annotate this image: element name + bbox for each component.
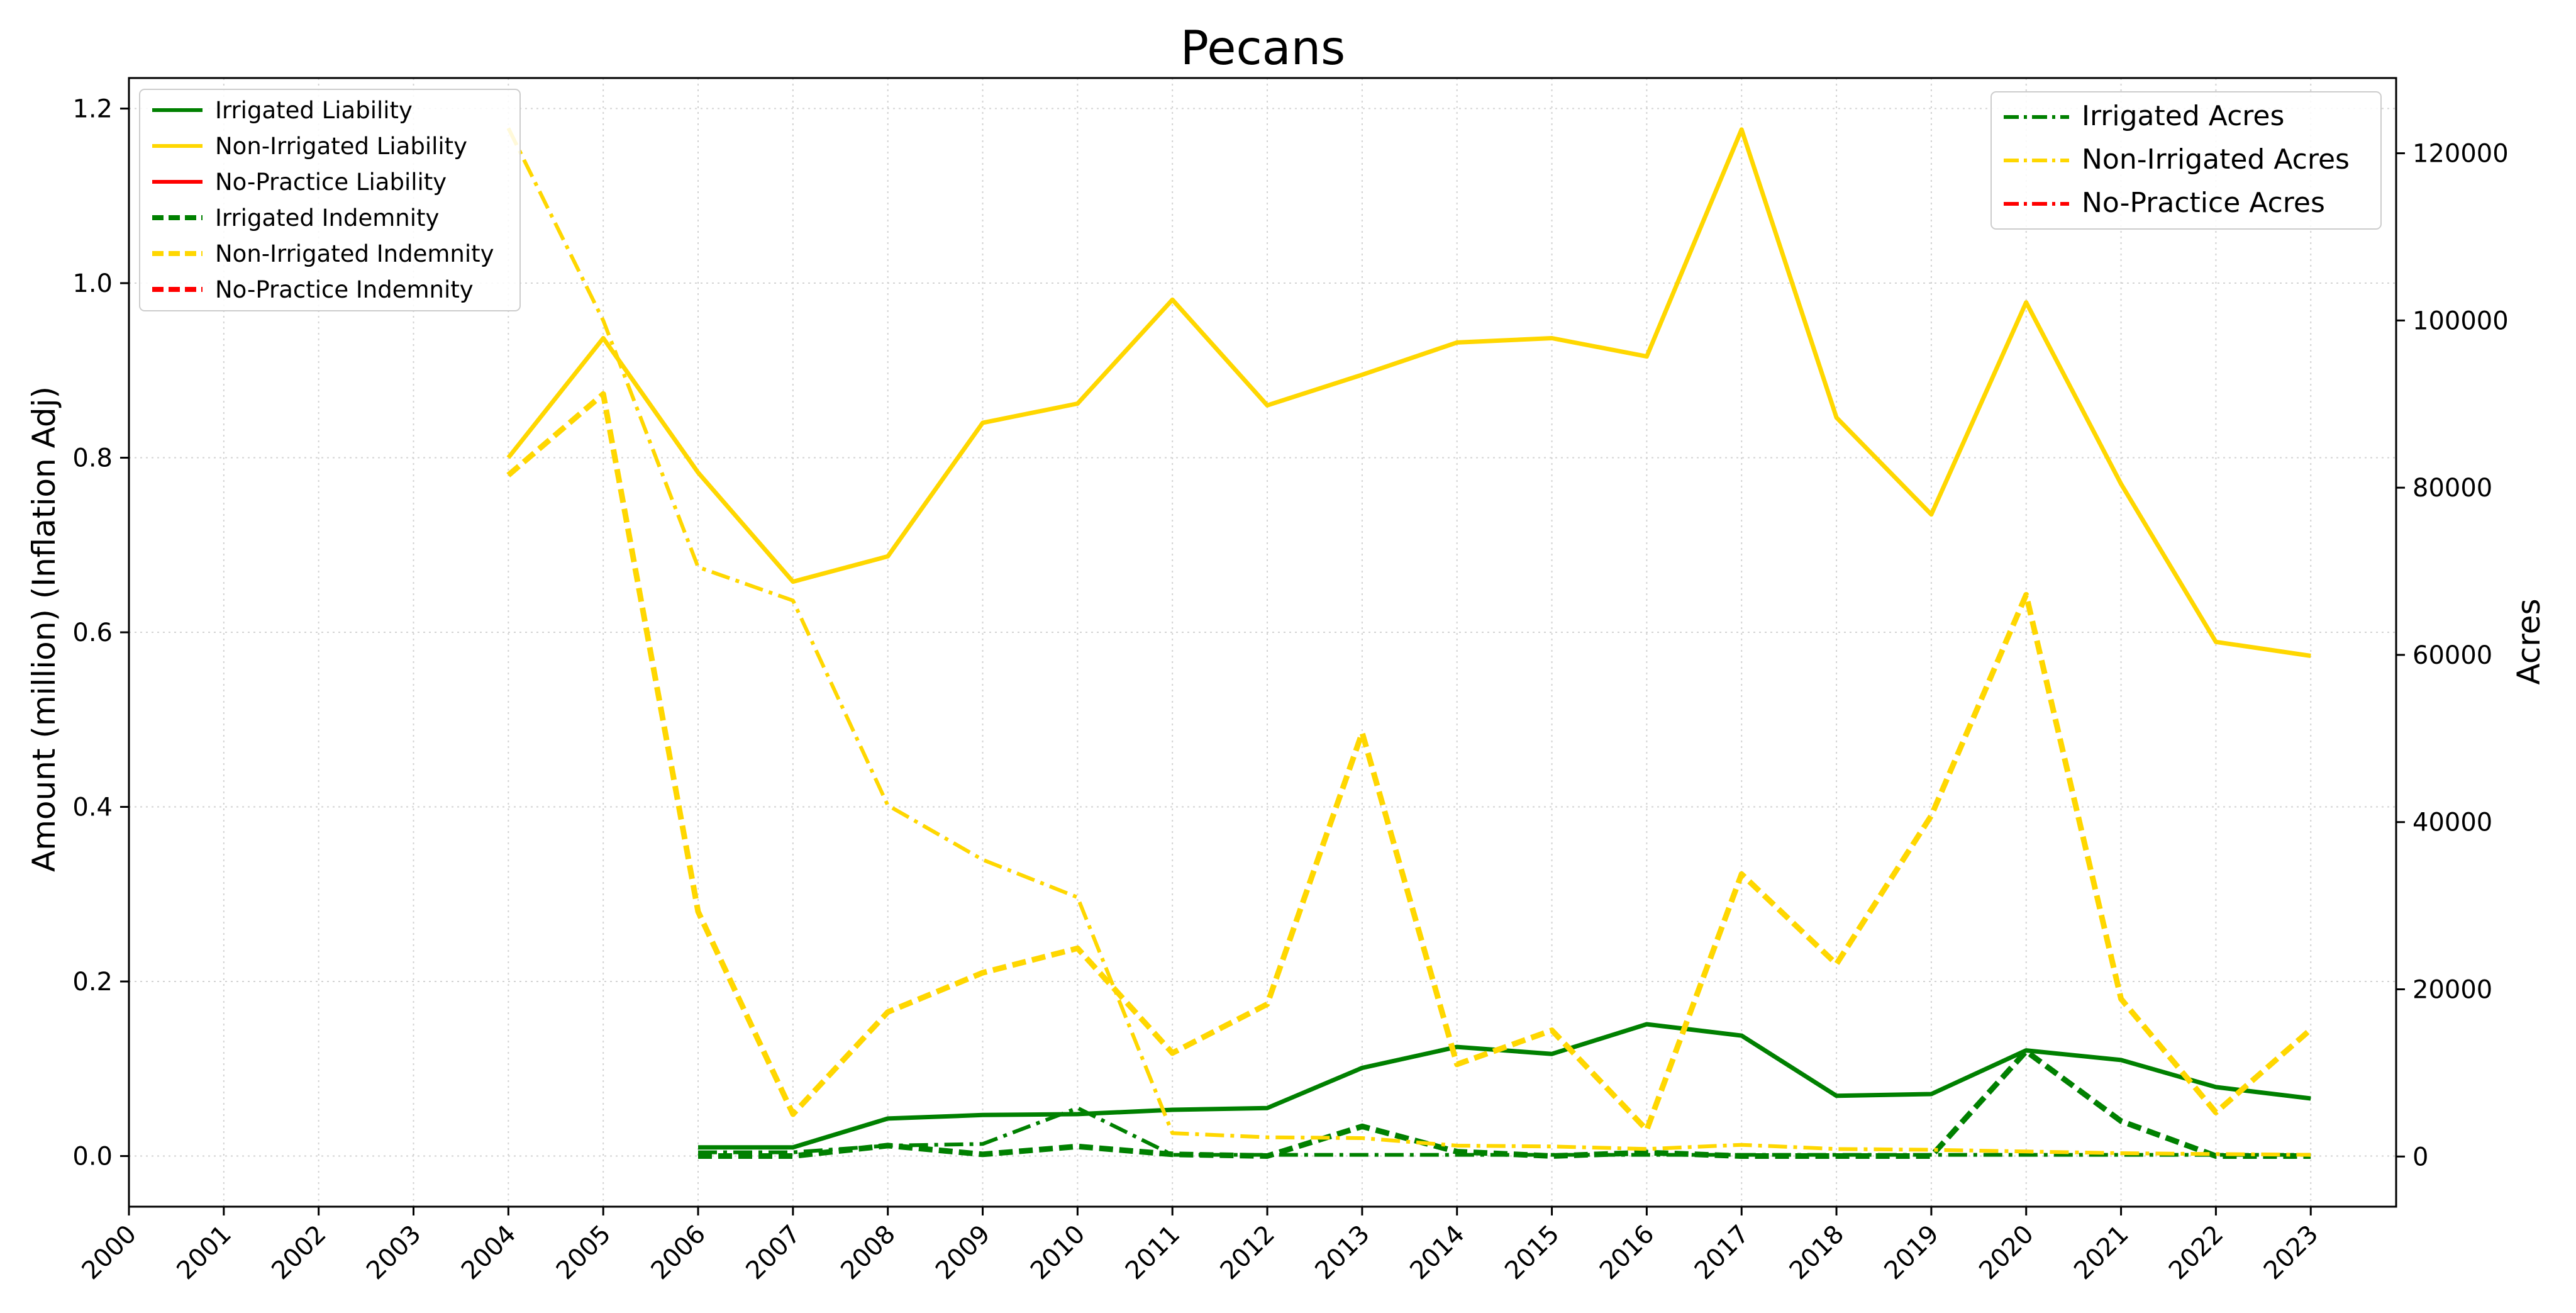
legend-label-no-practice-liability: No-Practice Liability xyxy=(215,169,447,196)
y-tick-label: 0.0 xyxy=(72,1143,113,1171)
y2-tick-label: 0 xyxy=(2412,1143,2428,1171)
y2-tick-label: 20000 xyxy=(2412,975,2492,1004)
series-layer xyxy=(506,127,2313,1159)
series-line-non-irrigated-liability xyxy=(506,127,2311,658)
legend-box xyxy=(139,89,521,311)
legend-label-no-practice-acres: No-Practice Acres xyxy=(2082,187,2325,219)
y-tick-label: 0.8 xyxy=(72,444,113,473)
series-line-irrigated-acres xyxy=(698,1106,2311,1157)
series-line-irrigated-liability xyxy=(698,1022,2311,1150)
y2-tick-label: 120000 xyxy=(2412,140,2509,169)
legend-box xyxy=(1990,91,2382,230)
y2-tick-label: 60000 xyxy=(2412,641,2492,670)
chart-title: Pecans xyxy=(1180,20,1346,75)
legend-label-no-practice-indemnity: No-Practice Indemnity xyxy=(215,276,474,303)
y-tick-label: 1.0 xyxy=(72,269,113,298)
y2-tick-label: 40000 xyxy=(2412,808,2492,837)
plot-frame xyxy=(128,77,2397,1208)
legend-label-irrigated-acres: Irrigated Acres xyxy=(2082,100,2284,132)
legend-label-non-irrigated-indemnity: Non-Irrigated Indemnity xyxy=(215,240,494,267)
y-tick-label: 0.6 xyxy=(72,618,113,647)
legend-label-non-irrigated-acres: Non-Irrigated Acres xyxy=(2082,143,2350,176)
y-tick-label: 0.4 xyxy=(72,793,113,822)
y-tick-label: 1.2 xyxy=(72,95,113,124)
y-tick-label: 0.2 xyxy=(72,968,113,997)
y2-tick-label: 80000 xyxy=(2412,474,2492,503)
legend-left: Irrigated Liability Non-Irrigated Liabili… xyxy=(139,89,521,311)
legend-label-non-irrigated-liability: Non-Irrigated Liability xyxy=(215,133,467,160)
y2-tick-label: 100000 xyxy=(2412,306,2509,335)
legend-label-irrigated-liability: Irrigated Liability xyxy=(215,97,413,124)
series-line-non-irrigated-indemnity xyxy=(506,391,2313,1133)
legend-right: Irrigated Acres Non-Irrigated Acres No-Pra… xyxy=(1990,91,2382,230)
series-line-non-irrigated-acres xyxy=(506,127,2311,1157)
y2-axis-label: Acres xyxy=(2511,598,2547,684)
legend-label-irrigated-indemnity: Irrigated Indemnity xyxy=(215,204,439,232)
y-axis-label: Amount (million) (Inflation Adj) xyxy=(26,386,62,872)
